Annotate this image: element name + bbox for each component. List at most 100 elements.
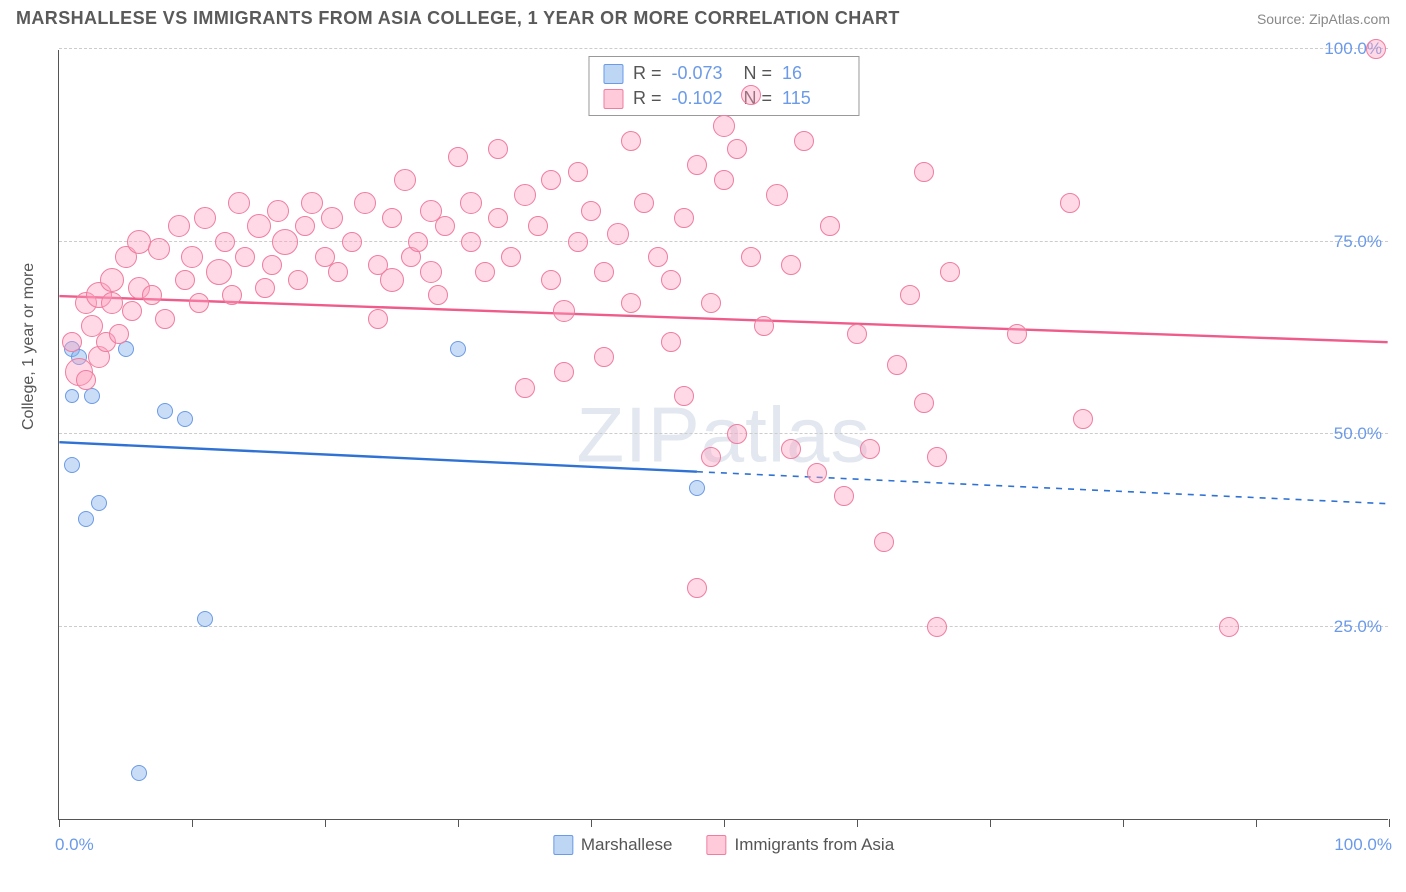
r-label: R = xyxy=(633,86,662,111)
data-point xyxy=(674,208,694,228)
data-point xyxy=(354,192,376,214)
data-point xyxy=(142,285,162,305)
data-point xyxy=(181,246,203,268)
swatch-pink xyxy=(603,89,623,109)
data-point xyxy=(131,765,147,781)
corr-row-pink: R = -0.102 N = 115 xyxy=(603,86,844,111)
data-point xyxy=(288,270,308,290)
data-point xyxy=(91,495,107,511)
data-point xyxy=(634,193,654,213)
data-point xyxy=(727,424,747,444)
data-point xyxy=(621,131,641,151)
source-attribution: Source: ZipAtlas.com xyxy=(1257,11,1390,27)
data-point xyxy=(189,293,209,313)
swatch-pink xyxy=(707,835,727,855)
data-point xyxy=(914,162,934,182)
n-value: 16 xyxy=(782,61,844,86)
y-tick-label: 50.0% xyxy=(1334,424,1382,444)
data-point xyxy=(541,270,561,290)
data-point xyxy=(78,511,94,527)
scatter-chart: ZIPatlas R = -0.073 N = 16 R = -0.102 N … xyxy=(58,50,1388,820)
data-point xyxy=(206,259,232,285)
data-point xyxy=(701,293,721,313)
correlation-legend: R = -0.073 N = 16 R = -0.102 N = 115 xyxy=(588,56,859,116)
data-point xyxy=(501,247,521,267)
n-label: N = xyxy=(744,61,773,86)
data-point xyxy=(661,332,681,352)
n-value: 115 xyxy=(782,86,844,111)
data-point xyxy=(460,192,482,214)
data-point xyxy=(235,247,255,267)
data-point xyxy=(701,447,721,467)
data-point xyxy=(820,216,840,236)
data-point xyxy=(553,300,575,322)
data-point xyxy=(295,216,315,236)
x-tick xyxy=(458,819,459,827)
data-point xyxy=(408,232,428,252)
data-point xyxy=(714,170,734,190)
y-axis-label: College, 1 year or more xyxy=(20,263,38,430)
data-point xyxy=(65,389,79,403)
data-point xyxy=(781,255,801,275)
data-point xyxy=(594,262,614,282)
x-tick xyxy=(192,819,193,827)
data-point xyxy=(109,324,129,344)
data-point xyxy=(380,268,404,292)
data-point xyxy=(741,85,761,105)
legend-item-pink: Immigrants from Asia xyxy=(707,835,895,855)
data-point xyxy=(328,262,348,282)
data-point xyxy=(267,200,289,222)
data-point xyxy=(197,611,213,627)
data-point xyxy=(581,201,601,221)
data-point xyxy=(157,403,173,419)
data-point xyxy=(255,278,275,298)
data-point xyxy=(488,208,508,228)
data-point xyxy=(342,232,362,252)
data-point xyxy=(927,447,947,467)
data-point xyxy=(807,463,827,483)
legend-item-blue: Marshallese xyxy=(553,835,673,855)
data-point xyxy=(847,324,867,344)
data-point xyxy=(194,207,216,229)
data-point xyxy=(674,386,694,406)
x-tick xyxy=(1389,819,1390,827)
swatch-blue xyxy=(553,835,573,855)
gridline xyxy=(59,241,1388,242)
data-point xyxy=(100,268,124,292)
data-point xyxy=(488,139,508,159)
data-point xyxy=(448,147,468,167)
data-point xyxy=(515,378,535,398)
data-point xyxy=(215,232,235,252)
data-point xyxy=(713,115,735,137)
data-point xyxy=(1219,617,1239,637)
data-point xyxy=(122,301,142,321)
data-point xyxy=(64,457,80,473)
chart-title: MARSHALLESE VS IMMIGRANTS FROM ASIA COLL… xyxy=(16,8,900,29)
x-axis-max-label: 100.0% xyxy=(1334,835,1392,855)
data-point xyxy=(887,355,907,375)
data-point xyxy=(62,332,82,352)
data-point xyxy=(272,229,298,255)
data-point xyxy=(874,532,894,552)
data-point xyxy=(727,139,747,159)
data-point xyxy=(461,232,481,252)
data-point xyxy=(262,255,282,275)
data-point xyxy=(228,192,250,214)
x-tick xyxy=(325,819,326,827)
data-point xyxy=(687,155,707,175)
series-legend: Marshallese Immigrants from Asia xyxy=(553,835,894,855)
swatch-blue xyxy=(603,64,623,84)
x-tick xyxy=(990,819,991,827)
data-point xyxy=(661,270,681,290)
data-point xyxy=(475,262,495,282)
data-point xyxy=(382,208,402,228)
data-point xyxy=(927,617,947,637)
data-point xyxy=(435,216,455,236)
gridline xyxy=(59,433,1388,434)
data-point xyxy=(1366,39,1386,59)
data-point xyxy=(222,285,242,305)
legend-label: Immigrants from Asia xyxy=(735,835,895,855)
x-tick xyxy=(724,819,725,827)
watermark: ZIPatlas xyxy=(576,389,870,480)
data-point xyxy=(834,486,854,506)
